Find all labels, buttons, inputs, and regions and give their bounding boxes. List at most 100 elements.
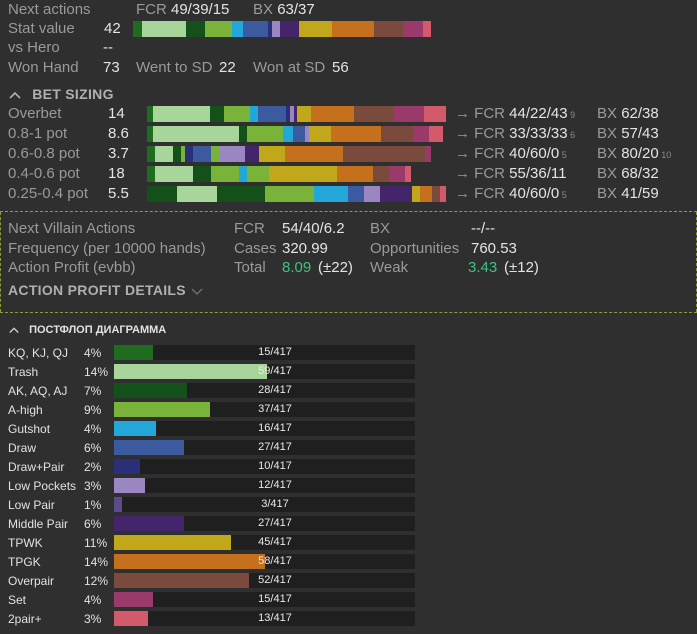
bar-segment bbox=[152, 106, 210, 122]
bet-size-value: 18 bbox=[108, 165, 125, 182]
bar-segment bbox=[181, 146, 185, 162]
bar-segment bbox=[147, 126, 153, 142]
postflop-row-fill bbox=[114, 516, 184, 531]
bar-segment bbox=[293, 106, 298, 122]
won-hand-value: 73 bbox=[103, 59, 120, 76]
bar-segment bbox=[239, 126, 247, 142]
bar-segment bbox=[412, 186, 421, 202]
bet-sizing-header[interactable]: BET SIZING bbox=[8, 86, 114, 102]
bet-size-bar bbox=[147, 186, 446, 202]
postflop-row-fill bbox=[114, 364, 267, 379]
bar-segment bbox=[413, 126, 429, 142]
postflop-row-count: 13/417 bbox=[258, 612, 292, 624]
postflop-row-percent: 11% bbox=[84, 536, 108, 550]
postflop-row-bar: 45/417 bbox=[114, 535, 415, 550]
bar-segment bbox=[155, 166, 193, 182]
postflop-row-bar: 3/417 bbox=[114, 497, 415, 512]
bar-segment bbox=[249, 106, 258, 122]
postflop-row-label: Low Pair bbox=[8, 498, 55, 512]
bar-segment bbox=[314, 186, 349, 202]
postflop-row-bar: 15/417 bbox=[114, 592, 415, 607]
postflop-row-count: 27/417 bbox=[258, 517, 292, 529]
next-actions-label: Next actions bbox=[8, 1, 91, 18]
postflop-row-fill bbox=[114, 535, 231, 550]
postflop-row-label: Draw+Pair bbox=[8, 460, 65, 474]
postflop-row-label: Draw bbox=[8, 441, 37, 455]
bar-segment bbox=[155, 146, 173, 162]
postflop-row-count: 45/417 bbox=[258, 536, 292, 548]
bar-segment bbox=[133, 21, 142, 37]
bet-size-bar bbox=[147, 126, 446, 142]
bar-segment bbox=[283, 126, 293, 142]
bet-size-value: 3.7 bbox=[108, 145, 129, 162]
bar-segment bbox=[211, 146, 219, 162]
bar-segment bbox=[176, 186, 217, 202]
villain-fcr-label: FCR bbox=[234, 220, 265, 237]
bar-segment bbox=[285, 146, 343, 162]
bar-segment bbox=[193, 146, 211, 162]
postflop-row-count: 15/417 bbox=[258, 593, 292, 605]
villain-bx-value: --/-- bbox=[471, 220, 496, 237]
bar-segment bbox=[332, 21, 374, 37]
bar-segment bbox=[209, 106, 224, 122]
bar-segment bbox=[211, 166, 239, 182]
bar-segment bbox=[153, 126, 239, 142]
won-sd-label: Won at SD bbox=[253, 59, 326, 76]
action-profit-details-toggle[interactable]: ACTION PROFIT DETAILS bbox=[8, 282, 204, 298]
frequency-label: Frequency (per 10000 hands) bbox=[8, 240, 206, 257]
postflop-row-percent: 6% bbox=[84, 517, 102, 531]
villain-title: Next Villain Actions bbox=[8, 220, 136, 237]
bet-size-fcr: → FCR 44/22/43 9 bbox=[455, 105, 576, 122]
postflop-row-percent: 7% bbox=[84, 384, 102, 398]
villain-bx-label: BX bbox=[370, 220, 391, 237]
postflop-row-label: Set bbox=[8, 593, 27, 607]
bar-segment bbox=[305, 126, 309, 142]
bar-segment bbox=[279, 166, 337, 182]
bar-segment bbox=[142, 21, 186, 37]
postflop-row-percent: 14% bbox=[84, 555, 109, 569]
action-profit-details-label: ACTION PROFIT DETAILS bbox=[8, 282, 186, 298]
weak-error: (±12) bbox=[504, 259, 539, 276]
bar-segment bbox=[147, 186, 177, 202]
postflop-row-label: Low Pockets bbox=[8, 479, 77, 493]
postflop-row-label: 2pair+ bbox=[8, 612, 42, 626]
opportunities-label: Opportunities bbox=[370, 240, 460, 257]
chevron-down-icon bbox=[191, 288, 203, 296]
postflop-row-fill bbox=[114, 421, 156, 436]
postflop-row-percent: 3% bbox=[84, 612, 102, 626]
bar-segment bbox=[186, 21, 205, 37]
bar-segment bbox=[285, 106, 290, 122]
postflop-header[interactable]: ПОСТФЛОП ДИАГРАММА bbox=[8, 324, 166, 336]
opportunities-value: 760.53 bbox=[471, 240, 517, 257]
bet-size-value: 5.5 bbox=[108, 185, 129, 202]
postflop-row-bar: 12/417 bbox=[114, 478, 415, 493]
bet-size-fcr: → FCR 40/60/0 5 bbox=[455, 185, 567, 202]
postflop-row-label: A-high bbox=[8, 403, 43, 417]
bet-size-bx: BX 57/43 bbox=[597, 125, 659, 142]
postflop-row-percent: 14% bbox=[84, 365, 109, 379]
postflop-row-label: KQ, KJ, QJ bbox=[8, 346, 69, 360]
bet-size-label: 0.4-0.6 pot bbox=[8, 165, 80, 182]
bar-segment bbox=[223, 106, 250, 122]
bar-segment bbox=[216, 186, 265, 202]
bar-segment bbox=[389, 166, 405, 182]
bet-size-fcr: → FCR 55/36/11 bbox=[455, 165, 567, 182]
postflop-row-bar: 59/417 bbox=[114, 364, 415, 379]
postflop-row-percent: 2% bbox=[84, 460, 102, 474]
bar-segment bbox=[280, 21, 299, 37]
bar-segment bbox=[269, 166, 279, 182]
total-value: 8.09 bbox=[282, 259, 312, 276]
bar-segment bbox=[337, 166, 373, 182]
postflop-row-label: Middle Pair bbox=[8, 517, 69, 531]
bar-segment bbox=[264, 186, 315, 202]
vs-hero-value: -- bbox=[103, 39, 113, 56]
bar-segment bbox=[247, 166, 269, 182]
bar-segment bbox=[173, 146, 181, 162]
postflop-row-fill bbox=[114, 592, 153, 607]
bet-size-value: 8.6 bbox=[108, 125, 129, 142]
bet-size-bar bbox=[147, 106, 446, 122]
bet-size-bx: BX 80/20 10 bbox=[597, 145, 672, 162]
postflop-row-bar: 10/417 bbox=[114, 459, 415, 474]
postflop-row-count: 27/417 bbox=[258, 441, 292, 453]
bar-segment bbox=[440, 186, 446, 202]
